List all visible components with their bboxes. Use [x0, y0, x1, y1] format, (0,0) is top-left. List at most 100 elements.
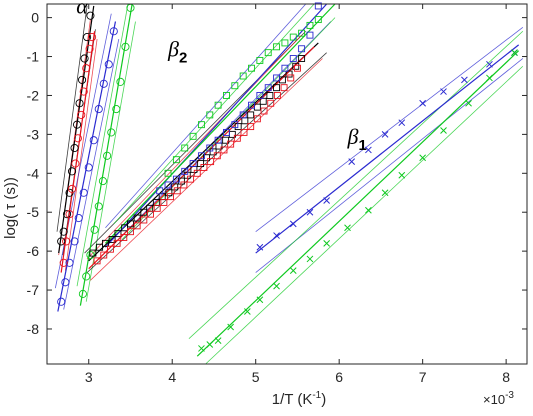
beta1-blue-point [289, 220, 297, 228]
beta2-red-point [127, 228, 134, 236]
beta2-green-point [273, 43, 281, 51]
beta2-black-point [266, 92, 274, 99]
beta2-black-ci-low-line [86, 52, 327, 273]
beta2-red-point [260, 107, 268, 115]
alpha-green-point [121, 42, 130, 51]
confidence-lines [54, 3, 524, 365]
beta2-blue-point [306, 31, 314, 39]
beta2-blue-fit-line [104, 3, 328, 248]
beta2-black-point [96, 243, 104, 251]
alpha-blue-point [99, 79, 108, 88]
alpha-black-point [80, 54, 89, 63]
y-tick-label: -8 [27, 321, 40, 337]
beta2-red-point [93, 257, 101, 265]
beta2-blue-point [256, 92, 264, 99]
beta2-black-point [171, 183, 179, 191]
beta2-red-point [220, 146, 228, 154]
alpha-red-point [67, 184, 77, 193]
beta2-black-point [101, 239, 109, 247]
beta2-red-point [167, 193, 174, 201]
beta2-red-fit-line [88, 46, 315, 270]
alpha-green-point [78, 289, 87, 298]
alpha-blue-point [89, 136, 98, 145]
beta2-red-ci-low-line [90, 58, 323, 281]
beta2-green-point [314, 16, 322, 24]
y-tick-label: -1 [27, 49, 40, 65]
beta2-blue-point [172, 175, 180, 183]
beta2-green-point [248, 64, 255, 72]
alpha-black-point [78, 75, 87, 84]
beta1-green-point [256, 296, 264, 304]
alpha-black-point [86, 11, 95, 20]
beta2-black-point [292, 62, 300, 70]
alpha-green-point [90, 225, 99, 234]
alpha-red-point [73, 134, 82, 143]
alpha-black-point [70, 143, 79, 153]
beta2-blue-point [314, 2, 322, 10]
alpha-red-point [65, 210, 74, 219]
alpha-green-point [86, 250, 95, 260]
beta2-green-point [281, 39, 289, 47]
beta1-green-point [306, 255, 314, 263]
data-markers [57, 2, 518, 352]
beta2-blue-point [156, 187, 164, 195]
beta2-red-point [200, 164, 208, 171]
beta1-green-ci-low-line [205, 65, 524, 365]
beta2-blue-point [223, 128, 230, 136]
beta1-blue-point [365, 146, 372, 154]
beta2-black-point [222, 136, 230, 144]
beta1-green-point [486, 74, 493, 82]
y-tick-label: -3 [27, 126, 40, 142]
x-tick-label: 3 [85, 369, 93, 385]
beta2-red-point [180, 181, 188, 189]
beta2-red-point [240, 128, 248, 136]
beta2-black-point [165, 189, 173, 197]
beta2-red-point [147, 210, 154, 218]
alpha-green-point [103, 151, 112, 160]
alpha-black-point [57, 237, 66, 246]
annotation-base: β [347, 124, 359, 149]
beta2-black-point [202, 154, 210, 162]
alpha-green-fit-line [79, 3, 133, 306]
beta2-red-point [280, 84, 288, 92]
annotation-label: β2 [167, 37, 187, 67]
alpha-black-point [75, 99, 84, 108]
beta1-green-point [381, 189, 389, 197]
beta2-green-point [298, 29, 306, 37]
beta2-black-point [121, 224, 129, 232]
beta1-blue-point [440, 88, 447, 95]
y-axis-label: log( τ (s)) [2, 177, 19, 239]
beta1-blue-point [306, 208, 314, 216]
alpha-red-point [62, 237, 71, 246]
alpha-green-ci-high-line [76, 3, 129, 287]
beta1-green-point [344, 224, 351, 232]
beta2-green-ci-high-line [113, 3, 315, 225]
x-axis-multiplier-exp: -3 [505, 390, 514, 401]
beta2-blue-point [264, 84, 272, 92]
beta2-black-point [298, 55, 306, 62]
beta2-blue-point [164, 181, 172, 189]
alpha-blue-point [94, 105, 103, 114]
beta2-black-point [273, 84, 281, 92]
alpha-red-point [77, 110, 86, 119]
beta1-green-point [323, 239, 331, 247]
y-tick-label: 0 [31, 10, 39, 26]
alpha-red-ci-low-line [64, 38, 98, 271]
beta2-green-point [264, 49, 272, 57]
alpha-green-point [116, 77, 125, 86]
beta2-red-point [233, 134, 241, 142]
beta2-blue-point [181, 167, 189, 175]
beta1-blue-point [348, 158, 356, 165]
beta1-blue-point [419, 99, 427, 107]
beta2-blue-point [197, 152, 205, 160]
alpha-blue-point [109, 27, 118, 36]
beta1-blue-point [381, 131, 389, 138]
alpha-black-point [83, 33, 92, 42]
annotation-subscript: 1 [358, 137, 366, 154]
beta1-green-point [465, 99, 472, 107]
alpha-red-point [82, 64, 91, 73]
beta2-black-point [127, 220, 134, 228]
beta2-black-point [285, 70, 293, 78]
beta2-red-point [253, 115, 261, 123]
